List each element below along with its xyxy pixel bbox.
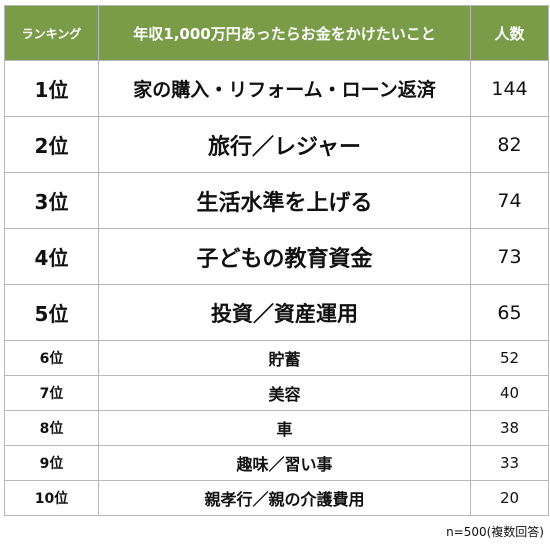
table-row: 1位 家の購入・リフォーム・ローン返済 144 — [4, 60, 549, 117]
table-row: 3位 生活水準を上げる 74 — [4, 172, 549, 229]
table-row: 8位 車 38 — [4, 410, 549, 446]
rank-cell: 6位 — [4, 340, 99, 376]
count-cell: 38 — [470, 410, 549, 446]
count-cell: 74 — [470, 172, 549, 229]
count-cell: 65 — [470, 284, 549, 341]
item-cell: 貯蓄 — [98, 340, 471, 376]
header-row: ランキング 年収1,000万円あったらお金をかけたいこと 人数 — [4, 5, 549, 61]
item-cell: 投資／資産運用 — [98, 284, 471, 341]
rank-cell: 1位 — [4, 60, 99, 117]
item-cell: 生活水準を上げる — [98, 172, 471, 229]
table-row: 6位 貯蓄 52 — [4, 340, 549, 376]
rank-cell: 8位 — [4, 410, 99, 446]
count-cell: 33 — [470, 445, 549, 481]
count-cell: 82 — [470, 116, 549, 173]
count-cell: 40 — [470, 375, 549, 411]
item-cell: 家の購入・リフォーム・ローン返済 — [98, 60, 471, 117]
rank-cell: 4位 — [4, 228, 99, 285]
item-cell: 車 — [98, 410, 471, 446]
rank-cell: 7位 — [4, 375, 99, 411]
header-count: 人数 — [470, 5, 549, 61]
table-row: 5位 投資／資産運用 65 — [4, 284, 549, 341]
sample-size-note: n=500(複数回答) — [446, 525, 544, 539]
table-row: 4位 子どもの教育資金 73 — [4, 228, 549, 285]
count-cell: 52 — [470, 340, 549, 376]
count-cell: 20 — [470, 480, 549, 516]
rank-cell: 2位 — [4, 116, 99, 173]
table-row: 7位 美容 40 — [4, 375, 549, 411]
rank-cell: 5位 — [4, 284, 99, 341]
rank-cell: 9位 — [4, 445, 99, 481]
table-row: 10位 親孝行／親の介護費用 20 — [4, 480, 549, 516]
item-cell: 美容 — [98, 375, 471, 411]
table-row: 9位 趣味／習い事 33 — [4, 445, 549, 481]
item-cell: 親孝行／親の介護費用 — [98, 480, 471, 516]
ranking-table: ランキング 年収1,000万円あったらお金をかけたいこと 人数 1位 家の購入・… — [4, 5, 549, 516]
table-row: 2位 旅行／レジャー 82 — [4, 116, 549, 173]
count-cell: 73 — [470, 228, 549, 285]
header-ranking: ランキング — [4, 5, 99, 61]
item-cell: 旅行／レジャー — [98, 116, 471, 173]
header-item: 年収1,000万円あったらお金をかけたいこと — [98, 5, 471, 61]
item-cell: 趣味／習い事 — [98, 445, 471, 481]
item-cell: 子どもの教育資金 — [98, 228, 471, 285]
count-cell: 144 — [470, 60, 549, 117]
rank-cell: 3位 — [4, 172, 99, 229]
rank-cell: 10位 — [4, 480, 99, 516]
